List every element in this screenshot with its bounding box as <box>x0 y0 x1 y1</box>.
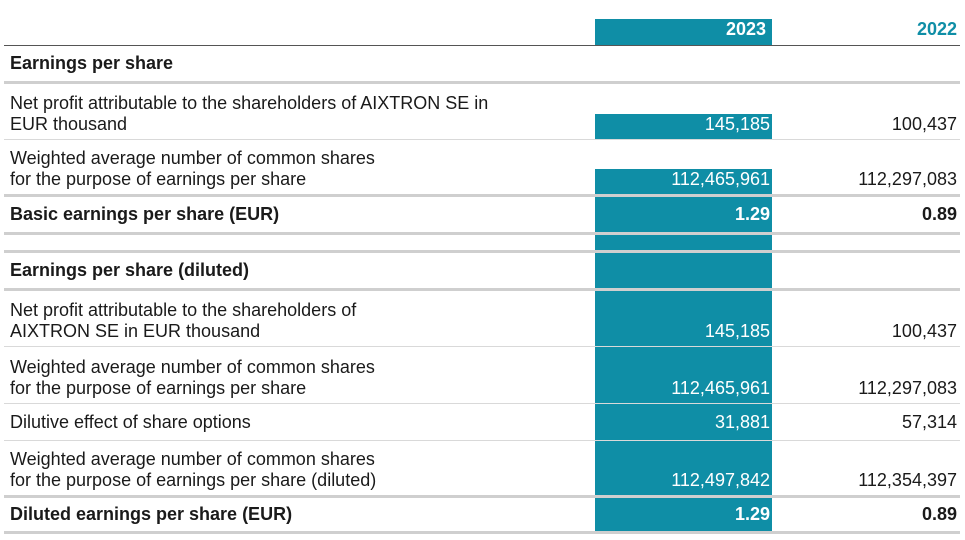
row-label: Dilutive effect of share options <box>10 411 251 432</box>
table-row: Net profit attributable to the sharehold… <box>4 291 960 347</box>
value-2023: 31,881 <box>714 411 770 432</box>
row-label: Weighted average number of common shares… <box>10 148 375 189</box>
table-header-row: 2023 2022 <box>4 8 960 46</box>
value-2023: 145,185 <box>704 321 770 341</box>
value-2022: 100,437 <box>891 114 957 134</box>
table-row: Net profit attributable to the sharehold… <box>4 84 960 140</box>
value-2023: 112,465,961 <box>671 169 770 189</box>
basic-eps-row: Basic earnings per share (EUR) 1.29 0.89 <box>4 197 960 235</box>
row-label: Diluted earnings per share (EUR) <box>10 504 293 524</box>
value-2023: 1.29 <box>734 504 770 524</box>
row-label: Net profit attributable to the sharehold… <box>10 300 357 341</box>
section-heading-row: Earnings per share <box>4 46 960 84</box>
cell-2023-empty <box>595 253 772 288</box>
row-label: Net profit attributable to the sharehold… <box>10 93 489 134</box>
row-label: Weighted average number of common shares… <box>10 357 375 398</box>
table-row: Weighted average number of common shares… <box>4 140 960 197</box>
table-row: Dilutive effect of share options 31,881 … <box>4 404 960 441</box>
value-2022: 0.89 <box>921 204 957 224</box>
row-label: Basic earnings per share (EUR) <box>10 204 280 224</box>
section-heading-row: Earnings per share (diluted) <box>4 253 960 291</box>
spacer-row <box>4 235 960 253</box>
cell-2022-empty <box>772 253 960 288</box>
value-2022: 112,354,397 <box>858 470 957 490</box>
value-2022: 0.89 <box>921 504 957 524</box>
value-2022: 112,297,083 <box>858 169 957 189</box>
value-2023: 1.29 <box>734 204 770 224</box>
table-row: Weighted average number of common shares… <box>4 347 960 404</box>
value-2022: 112,297,083 <box>858 378 957 398</box>
section-heading: Earnings per share <box>10 53 174 73</box>
section-heading: Earnings per share (diluted) <box>10 260 250 280</box>
value-2023: 112,497,842 <box>671 470 770 490</box>
value-2022: 100,437 <box>891 321 957 341</box>
earnings-per-share-table: 2023 2022 Earnings per share Net profit … <box>4 8 960 534</box>
value-2023: 145,185 <box>704 114 770 134</box>
value-2023: 112,465,961 <box>671 378 770 398</box>
column-header-2022: 2022 <box>916 19 957 39</box>
diluted-eps-row: Diluted earnings per share (EUR) 1.29 0.… <box>4 498 960 534</box>
value-2022: 57,314 <box>901 411 957 432</box>
row-label: Weighted average number of common shares… <box>10 449 377 490</box>
column-header-2023: 2023 <box>595 19 772 45</box>
table-row: Weighted average number of common shares… <box>4 441 960 498</box>
